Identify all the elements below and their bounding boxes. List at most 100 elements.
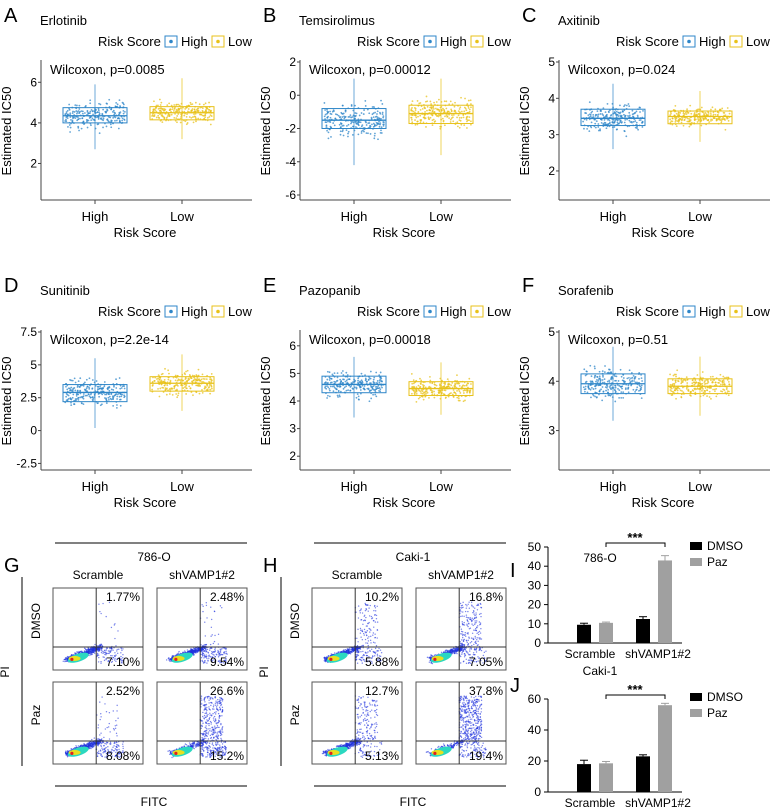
data-point [704,387,707,389]
data-point [693,113,696,115]
data-point [327,120,329,123]
data-point [197,110,200,113]
data-point [689,110,692,112]
data-point [65,111,68,113]
data-point [601,113,604,115]
data-point [686,378,689,381]
data-point [75,394,78,397]
data-point [206,388,209,391]
data-point [457,114,460,117]
data-point [357,122,360,125]
data-point [727,380,730,383]
data-point [113,384,115,387]
data-point [324,109,327,111]
data-point [90,124,92,127]
data-point [366,108,369,111]
data-point [614,111,617,114]
data-point [620,386,622,388]
data-point [373,383,376,386]
data-point [463,384,466,387]
data-point [678,387,681,390]
data-point [118,377,121,379]
data-point [414,123,417,126]
data-point [71,106,74,109]
data-point [359,389,362,391]
data-point [727,376,730,379]
data-point [151,381,154,384]
data-point [174,384,177,387]
data-point [169,119,172,121]
event-dot [203,657,205,659]
data-point [588,118,591,121]
data-point [81,112,84,115]
data-point [106,108,109,111]
data-point [699,395,702,398]
data-point [614,400,617,403]
data-point [583,368,586,371]
data-point [178,110,181,113]
data-point [598,370,601,373]
event-dot [202,605,204,608]
x-tick-label: High [341,479,368,494]
data-point [123,110,126,113]
data-point [365,378,367,381]
data-point [677,386,679,388]
data-point [608,381,611,383]
data-point [164,381,167,384]
data-point [360,382,363,385]
data-point [625,392,627,395]
data-point [116,398,118,400]
data-point [372,382,375,384]
data-point [380,126,383,129]
event-dot [117,744,119,747]
data-point [704,380,706,382]
y-axis-label: Estimated IC50 [0,87,14,176]
data-point [726,107,729,109]
data-point [375,371,378,374]
data-point [424,107,426,110]
event-dot [214,634,216,637]
data-point [615,124,618,127]
data-point [677,116,680,118]
data-point [464,113,467,115]
data-point [604,386,607,389]
data-point [83,388,86,391]
data-point [326,370,329,373]
data-point [166,104,169,107]
data-point [97,118,100,120]
data-point [678,117,681,120]
data-point [431,110,434,113]
data-point [411,114,414,117]
event-dot [194,651,196,653]
data-point [206,374,208,377]
data-point [601,370,604,373]
data-point [93,381,96,384]
data-point [204,116,207,119]
x-tick-label: High [82,479,109,494]
data-point [594,387,597,390]
data-point [726,392,729,394]
data-point [466,391,468,394]
data-point [619,368,622,371]
data-point [372,122,375,125]
data-point [66,109,69,112]
data-point [344,116,346,119]
data-point [185,370,187,373]
data-point [460,110,463,113]
data-point [355,112,358,115]
data-point [328,395,331,398]
event-dot [120,652,122,654]
data-point [433,381,436,384]
data-point [639,385,642,388]
event-dot [201,651,204,653]
data-point [714,381,717,384]
data-point [630,383,633,386]
data-point [641,116,644,119]
data-point [380,132,383,134]
data-point [338,383,340,386]
data-point [378,125,381,128]
data-point [366,383,369,386]
data-point [690,384,693,387]
data-point [336,372,339,375]
